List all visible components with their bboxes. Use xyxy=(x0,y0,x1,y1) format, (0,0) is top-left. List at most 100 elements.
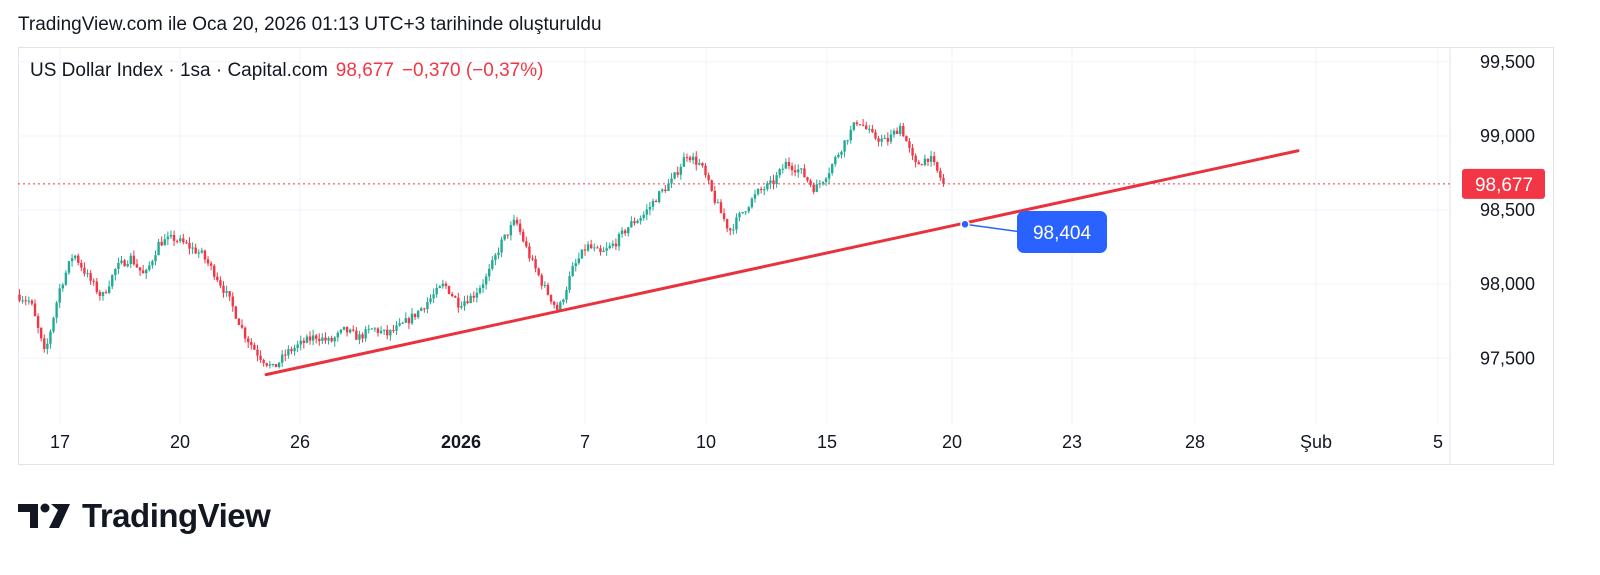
candle-body xyxy=(497,252,500,255)
candle-body xyxy=(522,231,525,242)
candle-body xyxy=(673,172,676,179)
candle-body xyxy=(219,280,222,286)
candle-body xyxy=(216,276,219,281)
candle-body xyxy=(30,300,34,304)
candle-body xyxy=(886,138,890,142)
candle-body xyxy=(837,154,840,158)
candle-body xyxy=(688,157,692,161)
candle-body xyxy=(679,166,683,175)
candle-body xyxy=(710,180,713,191)
candle-body xyxy=(444,283,448,287)
candle-body xyxy=(441,283,445,287)
candle-body xyxy=(852,122,856,130)
candle-body xyxy=(132,255,136,265)
candle-body xyxy=(64,272,68,285)
y-tick-label: 98,000 xyxy=(1480,274,1535,294)
trendline[interactable] xyxy=(264,149,1300,377)
callout-label[interactable]: 98,404 xyxy=(1017,211,1107,253)
candle-body xyxy=(793,170,797,173)
candle-body xyxy=(593,247,596,249)
candle-body xyxy=(175,240,179,242)
candle-body xyxy=(475,292,479,298)
candle-body xyxy=(348,329,352,333)
candle-body xyxy=(314,335,318,339)
candle-body xyxy=(645,209,649,215)
candle-body xyxy=(920,164,924,166)
candle-body xyxy=(895,130,899,134)
candle-body xyxy=(469,295,472,304)
candle-body xyxy=(271,364,275,366)
symbol-legend[interactable]: US Dollar Index · 1sa · Capital.com 98,67… xyxy=(30,60,543,82)
candle-body xyxy=(871,128,874,133)
candle-body xyxy=(308,336,312,341)
candle-body xyxy=(250,342,253,345)
candle-body xyxy=(36,316,40,328)
x-axis[interactable]: 17 20 26 2026 7 10 15 20 23 28 Şub 5 xyxy=(50,432,1443,452)
candle-body xyxy=(401,322,404,324)
candle-body xyxy=(800,168,803,170)
candle-body xyxy=(620,230,624,234)
candle-body xyxy=(299,340,302,345)
candle-body xyxy=(623,230,627,234)
candle-body xyxy=(49,331,52,344)
callout-anchor-dot[interactable] xyxy=(960,219,970,230)
candle-body xyxy=(627,227,630,234)
legend-last-price: 98,677 xyxy=(335,60,394,81)
chart-frame[interactable] xyxy=(18,47,1554,465)
candle-body xyxy=(512,219,516,226)
symbol-name[interactable]: US Dollar Index · 1sa · Capital.com xyxy=(30,60,328,81)
y-axis[interactable]: 99,500 99,000 98,500 98,000 97,500 xyxy=(1480,52,1535,368)
candle-body xyxy=(781,168,784,170)
candle-body xyxy=(725,219,729,229)
candle-body xyxy=(395,325,398,331)
candle-body xyxy=(488,268,491,277)
candle-body xyxy=(843,140,846,152)
candle-body xyxy=(676,172,679,175)
candle-body xyxy=(599,248,602,252)
candle-body xyxy=(169,234,173,237)
candle-body xyxy=(358,334,361,340)
candle-body xyxy=(379,330,383,333)
candle-body xyxy=(398,323,401,326)
candle-body xyxy=(321,337,324,341)
candle-body xyxy=(565,290,568,300)
candle-body xyxy=(880,138,883,142)
candle-body xyxy=(562,299,565,303)
candle-body xyxy=(345,326,349,333)
candle-body xyxy=(157,241,160,256)
candle-body xyxy=(552,301,556,305)
candle-body xyxy=(339,329,343,333)
candle-body xyxy=(107,286,111,293)
candle-body xyxy=(80,262,83,268)
candle-body xyxy=(185,242,188,244)
candle-body xyxy=(305,336,309,343)
x-tick-label: 7 xyxy=(580,432,590,452)
candle-body xyxy=(540,275,543,286)
candle-body xyxy=(259,355,262,360)
candle-body xyxy=(277,362,281,368)
candle-body xyxy=(188,243,191,249)
candle-body xyxy=(253,344,256,350)
candle-body xyxy=(228,291,231,297)
candle-body xyxy=(778,169,781,176)
candle-body xyxy=(420,308,423,311)
candle-body xyxy=(265,363,268,366)
candle-body xyxy=(460,306,463,308)
candle-body xyxy=(194,247,197,254)
candle-body xyxy=(376,328,380,333)
candle-body xyxy=(769,180,772,184)
candle-body xyxy=(824,178,828,182)
x-tick-label: 20 xyxy=(170,432,190,452)
tradingview-logo[interactable]: TradingView xyxy=(18,496,271,536)
candle-body xyxy=(911,147,914,156)
candle-body xyxy=(531,258,534,260)
y-tick-label: 97,500 xyxy=(1480,348,1535,368)
candle-body xyxy=(92,280,95,282)
candle-body xyxy=(416,310,420,318)
candle-body xyxy=(432,294,435,299)
callout-box[interactable] xyxy=(1017,211,1107,253)
candle-body xyxy=(243,327,247,339)
candle-body xyxy=(630,221,633,228)
y-tick-label: 99,000 xyxy=(1480,126,1535,146)
